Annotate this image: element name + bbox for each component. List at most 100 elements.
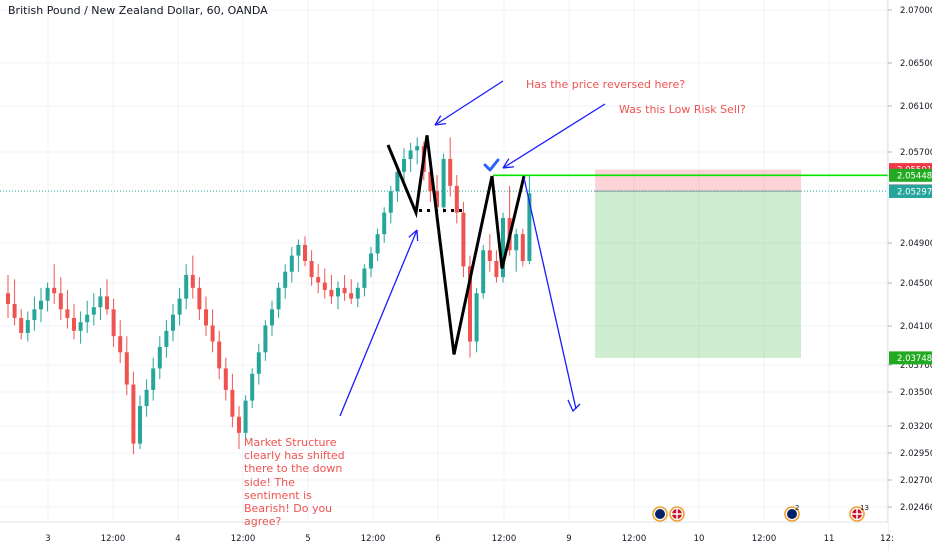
candle bbox=[448, 137, 453, 197]
candle bbox=[223, 357, 228, 401]
candle-body bbox=[131, 384, 136, 444]
candle bbox=[501, 212, 505, 283]
candle-body bbox=[223, 368, 228, 390]
candle bbox=[408, 142, 413, 172]
candle bbox=[402, 148, 406, 183]
candle-body bbox=[58, 293, 63, 310]
candle-body bbox=[45, 287, 50, 301]
candle bbox=[184, 264, 189, 310]
candle-body bbox=[402, 158, 406, 172]
candle-body bbox=[342, 287, 347, 294]
candle-body bbox=[303, 244, 307, 261]
candle bbox=[131, 371, 136, 455]
candle-body bbox=[204, 309, 208, 326]
candle bbox=[329, 274, 334, 304]
time-tick-label: 12:00 bbox=[622, 534, 647, 544]
candle-body bbox=[527, 193, 532, 261]
arrow-head bbox=[502, 158, 510, 169]
time-tick-label: 3 bbox=[45, 534, 50, 544]
candle bbox=[388, 185, 393, 224]
candle-body bbox=[296, 244, 301, 256]
candle-body bbox=[25, 320, 30, 333]
candle-body bbox=[454, 185, 459, 213]
candle bbox=[382, 207, 387, 243]
time-tick-label: 5 bbox=[305, 534, 310, 544]
price-label-box bbox=[889, 168, 932, 182]
candle-body bbox=[111, 309, 116, 337]
candle bbox=[481, 244, 486, 299]
candle-body bbox=[435, 191, 439, 208]
time-tick-label: 12:00 bbox=[752, 534, 777, 544]
candle bbox=[25, 311, 30, 342]
time-tick-label: 12: bbox=[880, 534, 894, 544]
candle-body bbox=[276, 287, 281, 310]
candle bbox=[369, 247, 373, 278]
candle-body bbox=[481, 250, 486, 294]
candle bbox=[474, 287, 479, 353]
candle bbox=[494, 250, 499, 283]
arrow-head bbox=[408, 229, 418, 238]
candle-body bbox=[144, 389, 149, 406]
candle-body bbox=[520, 234, 525, 261]
time-axis: 3 12:00 4 12:00 5 12:00 6 12:00 9 12:00 10 12:00 11 1… bbox=[0, 521, 894, 550]
candle bbox=[230, 373, 235, 428]
candle bbox=[157, 336, 162, 380]
arrow-shaft bbox=[502, 103, 606, 169]
candle-body bbox=[362, 268, 367, 288]
candle bbox=[6, 274, 10, 318]
candle-body bbox=[375, 234, 380, 254]
arrow-to-second-top bbox=[502, 103, 606, 169]
price-label: 2.05448 bbox=[889, 168, 932, 182]
candle-body bbox=[461, 212, 466, 267]
price-axis: 2.07000 2.06500 2.06100 2.05700 2.04900 2.045… bbox=[887, 0, 932, 550]
time-tick-label: 12:00 bbox=[492, 534, 517, 544]
candle bbox=[461, 201, 466, 278]
open-loss-zone bbox=[595, 175, 801, 192]
price-tick-label: 2.03700 bbox=[900, 361, 932, 371]
time-tick-label: 4 bbox=[175, 534, 180, 544]
candle bbox=[270, 300, 274, 337]
candle-body bbox=[65, 309, 70, 318]
candle bbox=[98, 287, 103, 321]
candle-body bbox=[468, 266, 472, 342]
event-flag-icon bbox=[849, 506, 865, 522]
time-tick-label: 11 bbox=[824, 534, 835, 544]
arrow-shaft bbox=[339, 229, 418, 417]
price-tick-label: 2.03200 bbox=[900, 422, 932, 432]
event-count-badge: 2 bbox=[795, 504, 799, 512]
candle-body bbox=[91, 307, 96, 315]
candle-body bbox=[237, 416, 241, 433]
candle-body bbox=[336, 287, 340, 297]
candle-body bbox=[355, 287, 360, 299]
price-tick-label: 2.02950 bbox=[900, 449, 932, 459]
take-profit-zone bbox=[595, 191, 801, 358]
price-label-box bbox=[889, 351, 932, 365]
arrow-head bbox=[434, 122, 446, 126]
candle-body bbox=[230, 389, 235, 417]
candle bbox=[65, 290, 70, 329]
candle bbox=[19, 309, 24, 340]
candle-body bbox=[474, 293, 479, 342]
projection-arrowhead bbox=[567, 399, 581, 413]
candle-body bbox=[501, 218, 505, 278]
candle bbox=[91, 293, 96, 326]
candle bbox=[276, 282, 281, 318]
price-tick-label: 2.04500 bbox=[900, 279, 932, 289]
price-tick-label: 2.07000 bbox=[900, 6, 932, 16]
candle bbox=[250, 368, 255, 409]
candle-body bbox=[138, 406, 142, 444]
candle bbox=[296, 239, 301, 272]
event-flag-fill bbox=[787, 509, 797, 519]
candle bbox=[237, 406, 241, 449]
candle bbox=[72, 303, 76, 340]
price-label: 2.05297 bbox=[889, 185, 932, 199]
arrow-to-peak bbox=[434, 80, 504, 126]
candle-body bbox=[309, 261, 314, 278]
stop-loss-zone bbox=[595, 169, 801, 176]
candle-body bbox=[39, 300, 43, 310]
candle-body bbox=[289, 255, 294, 272]
annotation-market-structure: Market Structure clearly has shifted the… bbox=[244, 436, 345, 529]
candle-body bbox=[32, 309, 37, 321]
candle-body bbox=[408, 150, 413, 159]
